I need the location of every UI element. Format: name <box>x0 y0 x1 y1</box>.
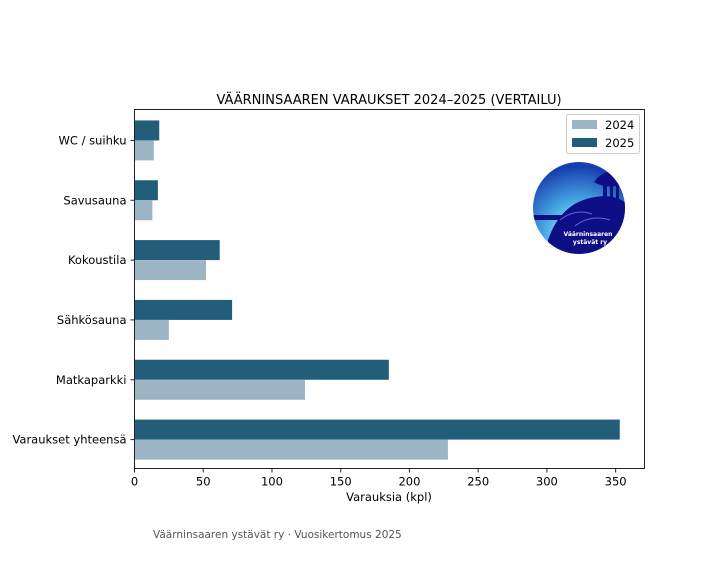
legend-swatch-2024 <box>572 120 597 129</box>
logo-text-line1: Väärninsaaren <box>564 231 613 238</box>
logo: Väärninsaaren ystävät ry <box>533 162 625 254</box>
bar-2024-sähkösauna <box>134 319 169 340</box>
bar-2025-kokoustila <box>134 240 220 261</box>
chart-title: VÄÄRNINSAAREN VARAUKSET 2024–2025 (VERTA… <box>216 92 561 108</box>
x-axis-label: Varauksia (kpl) <box>346 490 432 504</box>
x-tick-label: 200 <box>398 475 420 489</box>
y-tick-label: Savusauna <box>63 193 126 207</box>
bar-2024-kokoustila <box>134 260 206 281</box>
x-tick-label: 100 <box>261 475 283 489</box>
legend-label-2025: 2025 <box>605 136 634 150</box>
footer-caption: Väärninsaaren ystävät ry · Vuosikertomus… <box>153 529 402 541</box>
y-tick-label: Sähkösauna <box>57 313 127 327</box>
bar-2024-savusauna <box>134 200 153 221</box>
bar-2024-varaukset-yhteensä <box>134 439 448 460</box>
bar-2025-wc-suihku <box>134 120 160 141</box>
y-tick-label: Varaukset yhteensä <box>12 433 126 447</box>
x-axis: 0 50 100 150 200 250 300 350 <box>131 468 627 489</box>
y-tick-label: WC / suihku <box>59 133 127 147</box>
bar-2025-sähkösauna <box>134 299 233 320</box>
logo-text-line2: ystävät ry <box>573 239 607 246</box>
bar-2024-wc-suihku <box>134 140 154 161</box>
legend-label-2024: 2024 <box>605 118 634 132</box>
legend-swatch-2025 <box>572 138 597 147</box>
y-tick-label: Kokoustila <box>68 253 127 267</box>
bars-group <box>134 120 620 460</box>
x-tick-label: 300 <box>536 475 558 489</box>
x-tick-label: 50 <box>196 475 211 489</box>
x-tick-label: 0 <box>131 475 138 489</box>
x-tick-label: 250 <box>467 475 489 489</box>
x-tick-label: 350 <box>605 475 627 489</box>
y-axis: WC / suihku Savusauna Kokoustila Sähkösauna… <box>12 133 135 447</box>
bar-2024-matkaparkki <box>134 379 305 400</box>
bar-2025-savusauna <box>134 180 158 201</box>
x-tick-label: 150 <box>330 475 352 489</box>
axes-frame <box>134 109 645 469</box>
bar-2025-matkaparkki <box>134 359 389 380</box>
bar-2025-varaukset-yhteensä <box>134 419 620 440</box>
legend: 2024 2025 <box>566 114 640 154</box>
y-tick-label: Matkaparkki <box>56 373 127 387</box>
